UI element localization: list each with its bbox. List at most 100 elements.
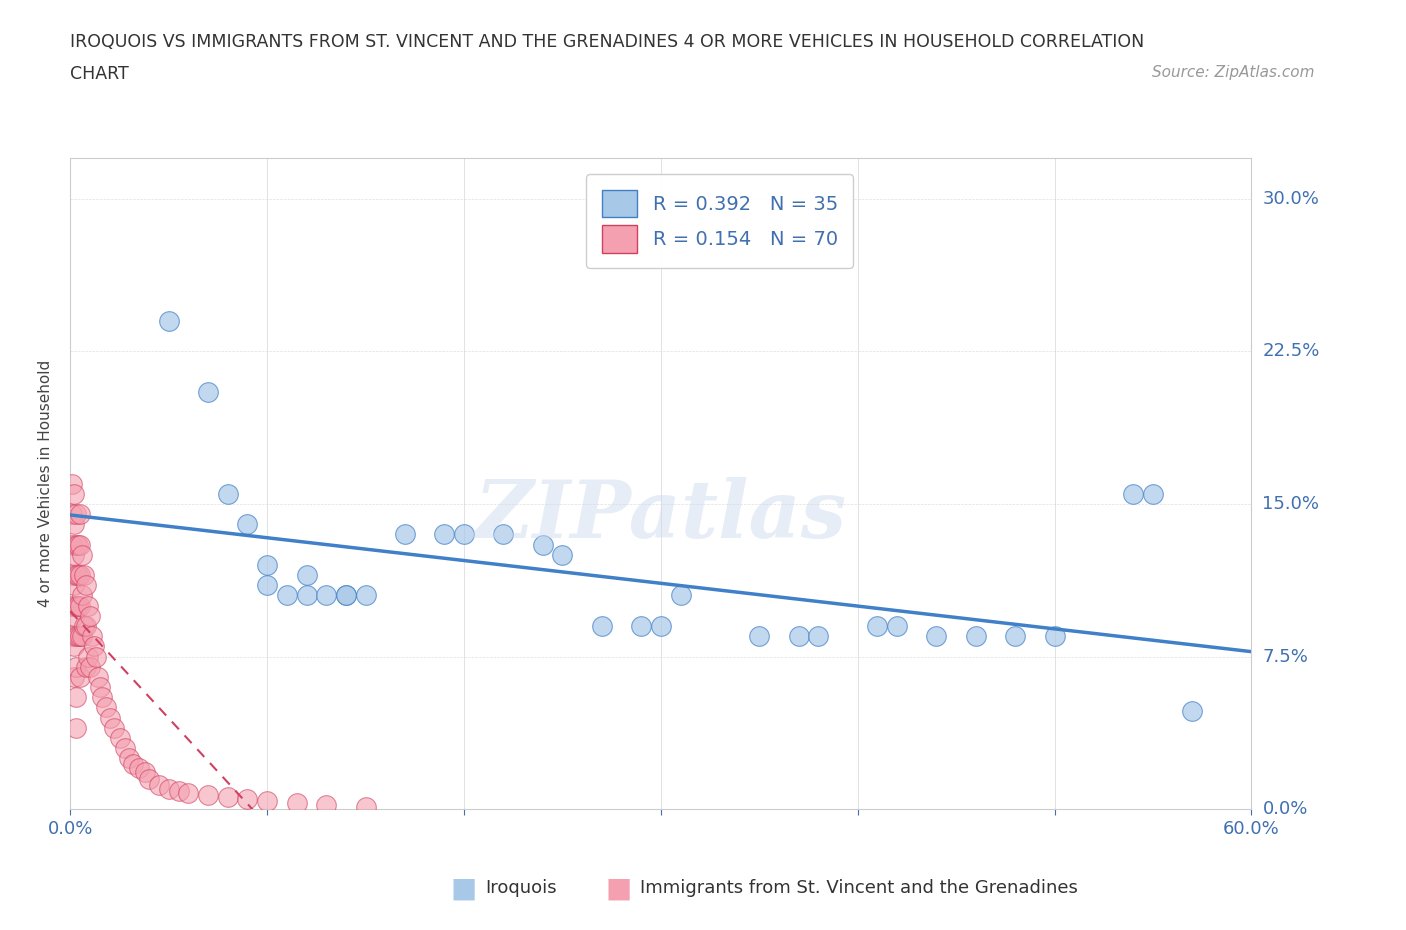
Point bbox=[148, 777, 170, 792]
Point bbox=[79, 608, 101, 623]
Point bbox=[177, 785, 200, 800]
Point bbox=[69, 629, 91, 644]
Point bbox=[354, 800, 377, 815]
Point bbox=[90, 690, 112, 705]
Point bbox=[118, 751, 141, 765]
Point bbox=[63, 670, 86, 684]
Point bbox=[122, 757, 145, 772]
Point bbox=[67, 567, 90, 582]
Point bbox=[83, 639, 105, 654]
Point bbox=[75, 659, 97, 674]
Point bbox=[276, 588, 298, 603]
Point bbox=[69, 670, 91, 684]
Text: 15.0%: 15.0% bbox=[1263, 495, 1319, 513]
Point bbox=[67, 538, 90, 552]
Point bbox=[630, 618, 652, 633]
Point bbox=[650, 618, 672, 633]
Point bbox=[60, 629, 83, 644]
Point bbox=[295, 567, 318, 582]
Point bbox=[63, 639, 86, 654]
Point bbox=[157, 781, 180, 796]
Point bbox=[335, 588, 357, 603]
Text: IROQUOIS VS IMMIGRANTS FROM ST. VINCENT AND THE GRENADINES 4 OR MORE VEHICLES IN: IROQUOIS VS IMMIGRANTS FROM ST. VINCENT … bbox=[70, 33, 1144, 50]
Point bbox=[128, 761, 150, 776]
Point bbox=[591, 618, 613, 633]
Point bbox=[84, 649, 107, 664]
Point bbox=[157, 313, 180, 328]
Point bbox=[394, 527, 416, 542]
Point bbox=[77, 649, 100, 664]
Y-axis label: 4 or more Vehicles in Household: 4 or more Vehicles in Household bbox=[38, 360, 53, 607]
Point bbox=[108, 730, 131, 745]
Point bbox=[866, 618, 889, 633]
Point bbox=[79, 659, 101, 674]
Point bbox=[87, 670, 110, 684]
Point bbox=[69, 538, 91, 552]
Point bbox=[1004, 629, 1026, 644]
Point bbox=[63, 486, 86, 501]
Point bbox=[70, 548, 93, 563]
Text: Source: ZipAtlas.com: Source: ZipAtlas.com bbox=[1152, 65, 1315, 80]
Point bbox=[256, 793, 278, 808]
Point bbox=[167, 783, 190, 798]
Point bbox=[1181, 704, 1204, 719]
Point bbox=[75, 578, 97, 592]
Point bbox=[60, 538, 83, 552]
Point bbox=[1122, 486, 1144, 501]
Point bbox=[69, 507, 91, 522]
Point bbox=[65, 629, 87, 644]
Text: Immigrants from St. Vincent and the Grenadines: Immigrants from St. Vincent and the Gren… bbox=[640, 879, 1077, 897]
Point bbox=[65, 690, 87, 705]
Point bbox=[1043, 629, 1066, 644]
Point bbox=[73, 567, 96, 582]
Point bbox=[197, 788, 219, 803]
Point bbox=[114, 740, 136, 755]
Point bbox=[433, 527, 456, 542]
Point bbox=[60, 567, 83, 582]
Point bbox=[807, 629, 830, 644]
Point bbox=[65, 567, 87, 582]
Text: 0.0%: 0.0% bbox=[1263, 800, 1308, 818]
Point bbox=[73, 618, 96, 633]
Point bbox=[60, 476, 83, 491]
Point bbox=[63, 548, 86, 563]
Point bbox=[315, 798, 337, 813]
Text: 7.5%: 7.5% bbox=[1263, 647, 1309, 666]
Point bbox=[1142, 486, 1164, 501]
Point bbox=[531, 538, 554, 552]
Point bbox=[787, 629, 810, 644]
Point bbox=[70, 629, 93, 644]
Point bbox=[65, 659, 87, 674]
Point bbox=[60, 507, 83, 522]
Point bbox=[256, 578, 278, 592]
Point bbox=[492, 527, 515, 542]
Point bbox=[335, 588, 357, 603]
Point bbox=[89, 680, 111, 695]
Point bbox=[669, 588, 692, 603]
Point bbox=[295, 588, 318, 603]
Point bbox=[453, 527, 475, 542]
Point bbox=[67, 598, 90, 613]
Point bbox=[63, 578, 86, 592]
Point bbox=[134, 765, 156, 780]
Point bbox=[217, 790, 239, 804]
Point bbox=[965, 629, 987, 644]
Point bbox=[217, 486, 239, 501]
Point bbox=[65, 507, 87, 522]
Point bbox=[748, 629, 770, 644]
Point bbox=[80, 629, 103, 644]
Point bbox=[77, 598, 100, 613]
Text: ■: ■ bbox=[606, 874, 631, 902]
Point bbox=[103, 720, 125, 735]
Point bbox=[60, 598, 83, 613]
Point bbox=[63, 517, 86, 532]
Point bbox=[925, 629, 948, 644]
Point bbox=[256, 557, 278, 572]
Point bbox=[315, 588, 337, 603]
Point bbox=[67, 629, 90, 644]
Point bbox=[65, 538, 87, 552]
Text: Iroquois: Iroquois bbox=[485, 879, 557, 897]
Point bbox=[65, 598, 87, 613]
Point bbox=[197, 385, 219, 400]
Point bbox=[236, 517, 259, 532]
